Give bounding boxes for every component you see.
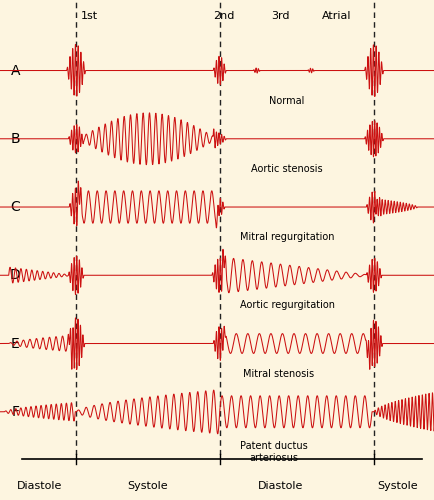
Text: Aortic regurgitation: Aortic regurgitation <box>239 300 334 310</box>
Text: 3rd: 3rd <box>271 12 289 22</box>
Text: Mitral stenosis: Mitral stenosis <box>242 368 313 378</box>
Text: 2nd: 2nd <box>213 12 234 22</box>
Text: D: D <box>10 268 20 282</box>
Text: Atrial: Atrial <box>322 12 351 22</box>
Text: 1st: 1st <box>80 12 98 22</box>
Text: Mitral regurgitation: Mitral regurgitation <box>239 232 334 242</box>
Text: C: C <box>10 200 20 214</box>
Text: Diastole: Diastole <box>16 481 62 491</box>
Text: F: F <box>11 405 19 419</box>
Text: Aortic stenosis: Aortic stenosis <box>251 164 322 174</box>
Text: B: B <box>10 132 20 146</box>
Text: Patent ductus
arteriosus: Patent ductus arteriosus <box>240 442 307 463</box>
Text: A: A <box>10 64 20 78</box>
Text: Systole: Systole <box>127 481 168 491</box>
Text: Diastole: Diastole <box>257 481 302 491</box>
Text: E: E <box>11 336 20 350</box>
Text: Normal: Normal <box>269 96 304 106</box>
Text: Systole: Systole <box>377 481 418 491</box>
